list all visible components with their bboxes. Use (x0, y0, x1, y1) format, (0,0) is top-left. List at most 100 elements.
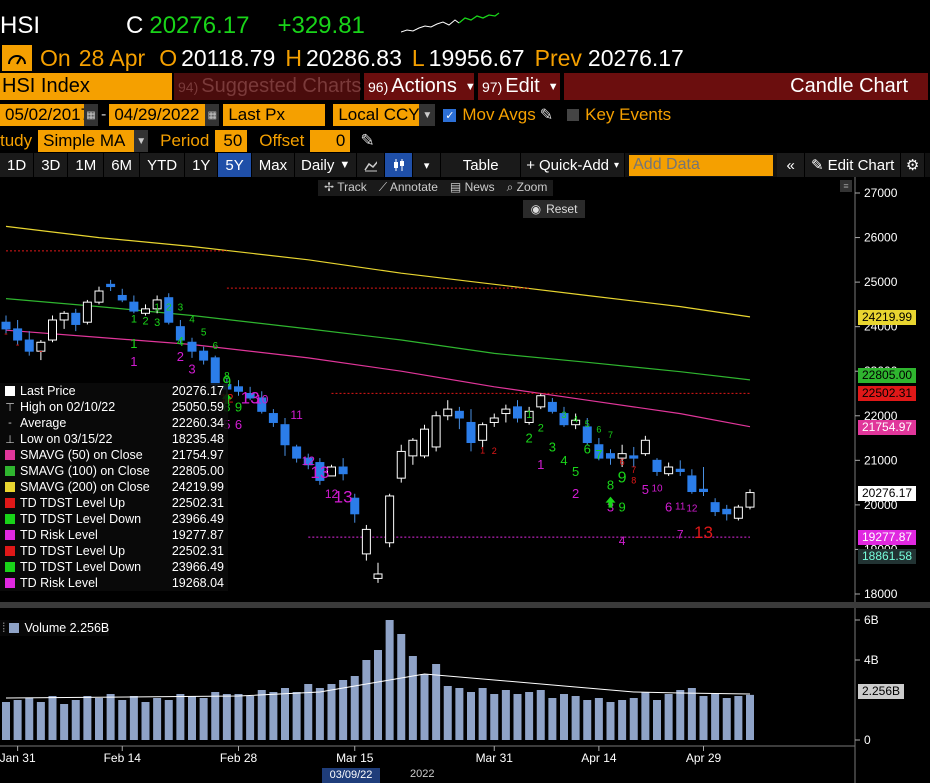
annotate-tool[interactable]: ⟋ Annotate (373, 180, 444, 196)
calendar-icon[interactable]: ▦ (84, 104, 98, 126)
candle-up (536, 395, 546, 408)
actions-menu[interactable]: 96) Actions ▼ (364, 73, 476, 100)
candle-down (106, 283, 116, 288)
y-tick-label: 27000 (864, 186, 898, 200)
security-field[interactable]: HSI Index (0, 73, 172, 100)
field-select[interactable]: Last Px (223, 104, 326, 126)
candle-up (361, 528, 371, 555)
volume-bar (513, 694, 522, 740)
candle-down (582, 426, 592, 444)
legend-swatch (5, 530, 15, 540)
td-count-label: 9 (222, 374, 231, 391)
key-events-checkbox[interactable] (567, 109, 580, 121)
legend-item: - Average 22260.34 (0, 415, 228, 431)
legend-item: SMAVG (50) on Close 21754.97 (0, 447, 228, 463)
range-1d[interactable]: 1D (0, 153, 35, 177)
actions-label: Actions (391, 75, 457, 97)
candle-down (257, 397, 267, 412)
volume-handle-icon: ⁞ (2, 621, 6, 635)
gauge-icon[interactable] (2, 45, 32, 71)
calendar-icon[interactable]: ▦ (205, 104, 220, 126)
volume-bar (164, 700, 173, 740)
zoom-tool[interactable]: ⌕ Zoom (501, 180, 554, 196)
volume-bar (548, 698, 557, 740)
currency-select[interactable]: Local CCY (333, 104, 420, 126)
legend-name: TD Risk Level (20, 528, 98, 542)
reset-button[interactable]: ◉ Reset (523, 200, 585, 218)
range-5y[interactable]: 5Y (218, 153, 252, 177)
td-count-label: 5 (572, 464, 579, 479)
range-toolbar: 1D 3D 1M 6M YTD 1Y 5Y Max Daily ▼ ▾ Table + Quick… (0, 153, 930, 177)
price-tag: 24219.99 (858, 309, 917, 325)
range-ytd[interactable]: YTD (140, 153, 186, 177)
edit-chart-button[interactable]: ✎ Edit Chart (805, 153, 902, 177)
chevron-down-icon[interactable]: ▾ (413, 153, 442, 177)
scroll-up-icon[interactable]: ≡ (840, 180, 852, 192)
suggested-charts-menu[interactable]: 94) Suggested Charts (174, 73, 362, 100)
td-count-label: 2 (142, 315, 148, 327)
td-count-label: 6 (596, 425, 601, 435)
offset-field[interactable]: 0 (310, 130, 351, 152)
range-3d[interactable]: 3D (34, 153, 69, 177)
mov-avgs-checkbox[interactable]: ✓ (443, 108, 457, 122)
period-field[interactable]: 50 (215, 130, 248, 152)
legend-value: 22805.00 (171, 464, 224, 478)
volume-bar (129, 696, 138, 740)
range-6m[interactable]: 6M (104, 153, 141, 177)
collapse-icon[interactable]: « (777, 153, 806, 177)
quick-add-label: Quick-Add (538, 156, 610, 174)
range-1m[interactable]: 1M (68, 153, 105, 177)
range-max[interactable]: Max (251, 153, 296, 177)
legend-value: 23966.49 (171, 560, 224, 574)
volume-bar (443, 686, 452, 740)
gear-icon[interactable]: ⚙ (901, 153, 926, 177)
td-count-label: 9 (235, 399, 242, 414)
quick-add-button[interactable]: + Quick-Add ▾ (521, 153, 626, 177)
range-1y[interactable]: 1Y (185, 153, 219, 177)
volume-bar (606, 702, 615, 740)
news-tool[interactable]: ▤ News (444, 180, 501, 196)
candle-down (268, 413, 278, 423)
volume-bar (292, 692, 301, 740)
legend-value: 19268.04 (171, 576, 224, 590)
candle-down (245, 393, 255, 399)
annotate-icon: ⟋ (378, 180, 388, 194)
candle-up (373, 573, 383, 579)
chevron-down-icon[interactable]: ▼ (134, 130, 149, 152)
volume-bar (48, 696, 57, 740)
line-chart-icon[interactable] (357, 153, 386, 177)
price-tag: 22805.00 (858, 368, 917, 384)
pencil-icon[interactable]: ✎ (539, 107, 554, 124)
low-marker-icon: ⊥ (5, 433, 15, 446)
candle-down (687, 475, 697, 493)
add-data-input[interactable] (629, 154, 774, 176)
prev-value: 20276.17 (587, 44, 684, 71)
end-date-field[interactable]: 04/29/2022 (109, 104, 206, 126)
ticker: HSI (0, 12, 41, 39)
edit-menu[interactable]: 97) Edit ▼ (478, 73, 560, 100)
frequency-select[interactable]: Daily ▼ (295, 153, 358, 177)
candle-chart-icon[interactable] (385, 153, 414, 177)
candle-up (443, 408, 453, 417)
legend-value: 25050.59 (171, 400, 224, 414)
volume-bar (583, 700, 592, 740)
legend-item: TD TDST Level Down 23966.49 (0, 559, 228, 575)
start-date-field[interactable]: 05/02/2017 (0, 104, 90, 126)
volume-bar (525, 692, 534, 740)
td-count-label: 12 (686, 504, 698, 515)
study-select[interactable]: Simple MA (38, 130, 135, 152)
legend-name: SMAVG (200) on Close (20, 480, 150, 494)
track-tool[interactable]: ✢ Track (318, 180, 373, 196)
annotate-label: Annotate (389, 180, 438, 194)
edit-chart-label: Edit Chart (827, 156, 895, 174)
pencil-icon[interactable]: ✎ (360, 131, 375, 150)
suggested-label: Suggested Charts (201, 75, 362, 97)
td-count-label: 1 (130, 354, 137, 369)
candle-down (652, 459, 662, 472)
chevron-down-icon[interactable]: ▼ (419, 104, 436, 126)
sparkline (400, 12, 500, 33)
volume-bar (315, 688, 324, 740)
table-button[interactable]: Table (441, 153, 522, 177)
plus-icon: + (526, 156, 535, 174)
y-tick-label: 20000 (864, 498, 898, 512)
